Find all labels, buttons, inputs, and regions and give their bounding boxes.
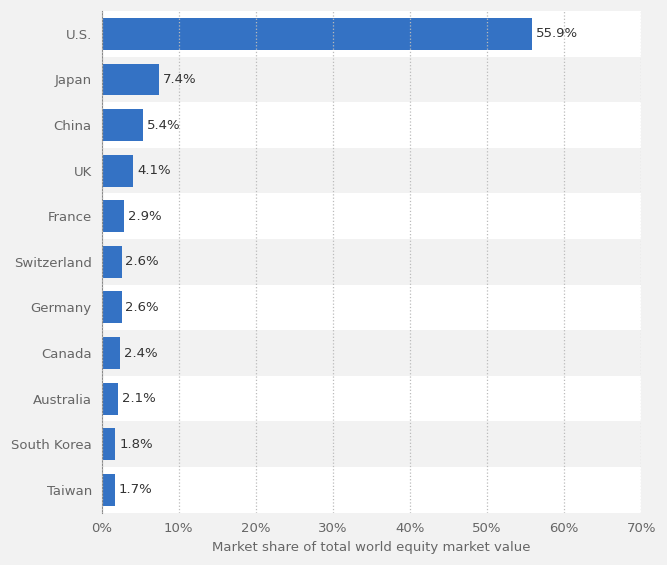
Bar — [101, 11, 641, 56]
Bar — [101, 201, 124, 232]
Bar — [101, 474, 115, 506]
Bar — [101, 155, 133, 186]
Bar — [101, 109, 143, 141]
Bar — [101, 246, 121, 278]
Bar — [101, 331, 641, 376]
Bar — [101, 421, 641, 467]
Text: 1.8%: 1.8% — [119, 438, 153, 451]
Bar — [101, 18, 532, 50]
Bar — [101, 376, 641, 421]
Text: 2.6%: 2.6% — [125, 255, 159, 268]
Bar — [101, 102, 641, 148]
Bar — [101, 337, 120, 369]
Text: 1.7%: 1.7% — [119, 483, 152, 496]
Bar — [101, 292, 121, 323]
Bar — [101, 56, 641, 102]
Bar — [101, 467, 641, 512]
X-axis label: Market share of total world equity market value: Market share of total world equity marke… — [212, 541, 531, 554]
Bar — [101, 148, 641, 193]
Text: 2.1%: 2.1% — [121, 392, 155, 405]
Text: 7.4%: 7.4% — [163, 73, 196, 86]
Text: 55.9%: 55.9% — [536, 28, 578, 41]
Bar — [101, 193, 641, 239]
Text: 4.1%: 4.1% — [137, 164, 171, 177]
Bar — [101, 285, 641, 331]
Text: 2.4%: 2.4% — [124, 346, 157, 359]
Bar — [101, 239, 641, 285]
Text: 5.4%: 5.4% — [147, 119, 181, 132]
Bar — [101, 63, 159, 95]
Text: 2.9%: 2.9% — [128, 210, 161, 223]
Bar — [101, 428, 115, 460]
Text: 2.6%: 2.6% — [125, 301, 159, 314]
Bar — [101, 383, 118, 415]
